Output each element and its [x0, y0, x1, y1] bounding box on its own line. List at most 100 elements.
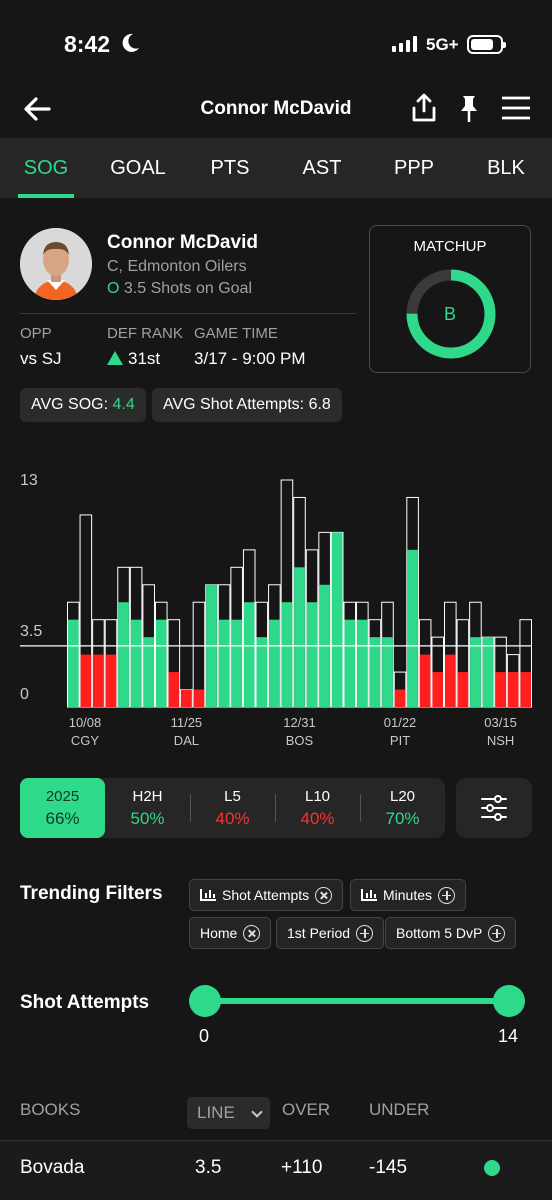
y-tick-line: 3.5 — [20, 623, 43, 640]
slider-min-handle[interactable] — [189, 985, 221, 1017]
sog-bar[interactable] — [482, 637, 494, 707]
tab-pts[interactable]: PTS — [210, 157, 250, 179]
sog-bar[interactable] — [243, 602, 255, 707]
slider-title: Shot Attempts — [20, 992, 150, 1013]
sog-bar[interactable] — [269, 619, 280, 707]
sog-bar[interactable] — [394, 689, 406, 707]
sog-bar[interactable] — [118, 602, 129, 707]
sog-bar[interactable] — [419, 654, 431, 707]
sog-bar[interactable] — [432, 672, 444, 707]
chip-label: Home — [200, 925, 238, 941]
under-column-header: UNDER — [369, 1100, 430, 1119]
sog-bar[interactable] — [93, 654, 104, 707]
book-row[interactable]: Bovada 3.5 +110 -145 — [0, 1140, 552, 1200]
app-header: Connor McDavid — [0, 82, 552, 137]
rate-value: 50% — [130, 809, 165, 828]
sog-bar[interactable] — [256, 637, 268, 707]
x-axis-team: CGY — [70, 733, 100, 748]
rate-l10[interactable]: L10 40% — [275, 778, 360, 838]
menu-icon[interactable] — [502, 96, 530, 120]
tab-goal[interactable]: GOAL — [110, 157, 166, 179]
rate-value: 40% — [300, 809, 335, 828]
chip-minutes[interactable]: Minutes — [350, 879, 467, 911]
sog-bar[interactable] — [507, 672, 519, 707]
tab-ast[interactable]: AST — [302, 157, 342, 179]
line-dropdown[interactable]: LINE — [187, 1097, 270, 1129]
sog-bar[interactable] — [218, 619, 230, 707]
opp-value: vs SJ — [20, 349, 62, 368]
filter-settings-button[interactable] — [456, 778, 532, 838]
tab-blk[interactable]: BLK — [487, 157, 525, 179]
sog-bar[interactable] — [168, 672, 180, 707]
line-column-header: LINE — [197, 1103, 235, 1122]
sog-bar[interactable] — [231, 619, 242, 707]
rate-h2h[interactable]: H2H 50% — [105, 778, 190, 838]
remove-icon[interactable] — [243, 924, 261, 942]
add-icon[interactable] — [488, 924, 506, 942]
sog-bar[interactable] — [181, 689, 192, 707]
x-axis-label: 11/25 DAL — [161, 714, 211, 750]
tab-sog[interactable]: SOG — [0, 138, 92, 198]
x-axis-date: 11/25 — [170, 715, 203, 730]
sog-bar[interactable] — [495, 672, 506, 707]
rate-l5[interactable]: L5 40% — [190, 778, 275, 838]
rate-l20[interactable]: L20 70% — [360, 778, 445, 838]
chip-home[interactable]: Home — [189, 917, 272, 949]
sog-bar[interactable] — [143, 637, 154, 707]
matchup-gauge — [406, 269, 496, 359]
rate-label: L5 — [224, 788, 241, 805]
prop-text: 3.5 Shots on Goal — [123, 280, 252, 297]
sog-bar[interactable] — [344, 619, 356, 707]
sog-bar[interactable] — [445, 654, 456, 707]
sog-bar[interactable] — [357, 619, 368, 707]
sog-bar[interactable] — [281, 602, 293, 707]
sog-bar[interactable] — [155, 619, 167, 707]
sog-bar[interactable] — [306, 602, 318, 707]
sog-bar[interactable] — [193, 689, 205, 707]
rate-label: L10 — [304, 788, 331, 805]
sog-bar[interactable] — [470, 637, 481, 707]
x-axis-date: 01/22 — [383, 715, 417, 730]
sog-bar[interactable] — [294, 567, 305, 707]
x-axis-team: BOS — [285, 733, 314, 748]
add-icon[interactable] — [356, 924, 374, 942]
tab-ppp[interactable]: PPP — [393, 157, 435, 179]
sog-bar[interactable] — [130, 619, 142, 707]
remove-icon[interactable] — [315, 886, 333, 904]
sog-bar[interactable] — [457, 672, 469, 707]
chip-bottom-5-dvp[interactable]: Bottom 5 DvP — [385, 917, 517, 949]
range-slider-track[interactable] — [205, 998, 509, 1004]
books-column-header: BOOKS — [20, 1100, 81, 1119]
rate-2025[interactable]: 2025 66% — [20, 778, 105, 838]
slider-max-handle[interactable] — [493, 985, 525, 1017]
sog-bar[interactable] — [80, 654, 92, 707]
chip-1st-period[interactable]: 1st Period — [276, 917, 385, 949]
bar-chart-icon — [361, 889, 377, 901]
chip-label: 1st Period — [287, 925, 351, 941]
avg-attempts-label: AVG Shot Attempts: — [163, 396, 305, 413]
bar-chart-icon — [200, 889, 216, 901]
sog-bar[interactable] — [105, 654, 117, 707]
x-axis-label: 01/22 PIT — [375, 714, 425, 750]
hit-rate-bar: 2025 66% H2H 50% L5 40% L10 40% L20 70% — [20, 778, 445, 838]
chip-shot-attempts[interactable]: Shot Attempts — [189, 879, 344, 911]
sog-bar[interactable] — [520, 672, 531, 707]
chart-plot — [20, 479, 533, 708]
trending-filters-title: Trending Filters — [20, 883, 163, 904]
x-axis-date: 12/31 — [283, 715, 316, 730]
matchup-label: MATCHUP — [413, 238, 487, 255]
sog-bar[interactable] — [407, 549, 418, 707]
sog-bar[interactable] — [369, 637, 381, 707]
game-time-value: 3/17 - 9:00 PM — [194, 349, 306, 368]
sog-bar[interactable] — [382, 637, 393, 707]
sog-bar[interactable] — [68, 619, 79, 707]
add-icon[interactable] — [438, 886, 456, 904]
back-arrow-icon[interactable] — [22, 94, 52, 124]
share-icon[interactable] — [410, 92, 438, 124]
pin-icon[interactable] — [456, 94, 482, 122]
def-rank-value: 31st — [128, 349, 161, 368]
x-axis-label: 03/15 NSH — [476, 714, 526, 750]
sog-bar[interactable] — [331, 532, 343, 707]
matchup-card[interactable]: MATCHUP B — [369, 225, 531, 373]
over-column-header: OVER — [282, 1100, 331, 1119]
